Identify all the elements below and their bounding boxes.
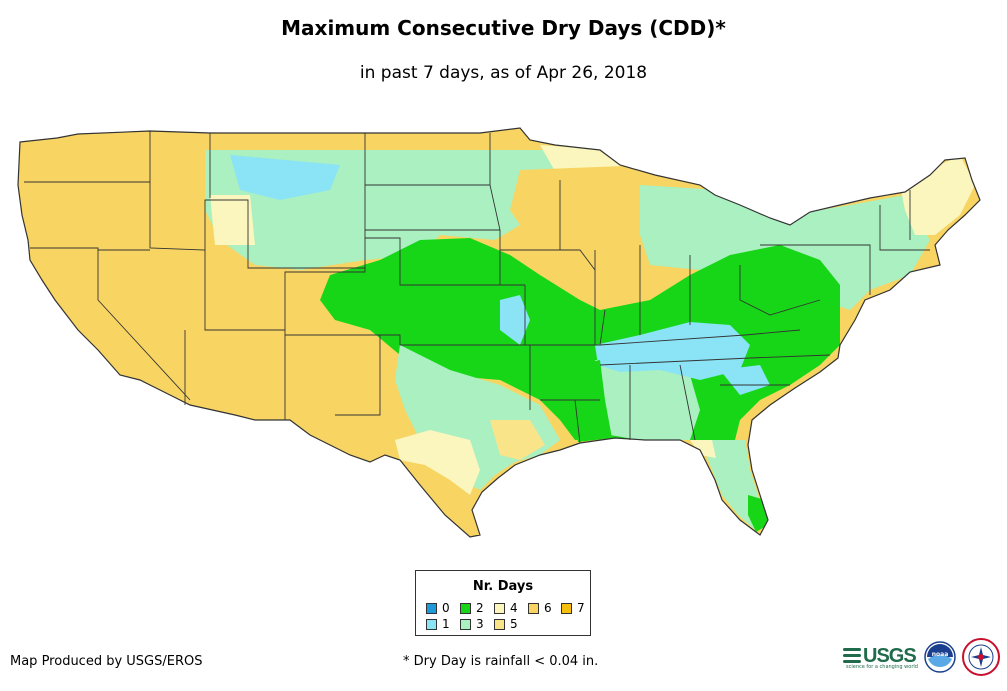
zone-2-days-mississippi bbox=[570, 360, 612, 442]
credit-text: Map Produced by USGS/EROS bbox=[10, 654, 203, 669]
legend-swatch bbox=[494, 618, 505, 630]
usgs-logo: USGS bbox=[843, 641, 919, 671]
usgs-logo-text: USGS bbox=[863, 644, 917, 667]
zone-5-days-texas bbox=[490, 420, 545, 460]
boundary-new-england bbox=[879, 205, 930, 251]
footnote-text: * Dry Day is rainfall < 0.04 in. bbox=[403, 654, 599, 669]
legend-title: Nr. Days bbox=[472, 579, 534, 594]
boundary-tn-ky bbox=[599, 329, 801, 346]
usgs-tagline: science for a changing world bbox=[846, 664, 918, 670]
zone-4-days-panhandle bbox=[690, 440, 716, 458]
legend-label: 5 bbox=[510, 617, 518, 631]
legend-item: 0 bbox=[426, 601, 450, 615]
boundary-pa-ny bbox=[760, 244, 871, 295]
legend-label: 0 bbox=[442, 601, 450, 615]
zone-2-days-central bbox=[320, 238, 840, 440]
legend-swatch bbox=[528, 602, 539, 614]
legend-label: 7 bbox=[577, 601, 585, 615]
boundary-la-ms bbox=[574, 399, 581, 444]
boundary-nm-co bbox=[285, 334, 401, 345]
legend-item: 6 bbox=[528, 601, 552, 615]
boundary-oh-pa-wv bbox=[739, 265, 821, 316]
boundary-id-wy bbox=[204, 199, 365, 269]
boundary-or-ca bbox=[30, 247, 150, 251]
legend-item: 3 bbox=[460, 617, 484, 631]
zone-4-days-new-england bbox=[900, 155, 975, 235]
legend-item: 5 bbox=[494, 617, 518, 631]
legend-label: 4 bbox=[510, 601, 518, 615]
state-boundaries bbox=[24, 131, 930, 444]
legend-label: 3 bbox=[476, 617, 484, 631]
legend-swatch bbox=[494, 602, 505, 614]
zone-1-day-georgia bbox=[720, 365, 770, 395]
noaa-logo-text: noaa bbox=[932, 651, 949, 658]
noaa-logo: noaa bbox=[924, 641, 956, 673]
legend-swatch bbox=[426, 602, 437, 614]
legend-item: 2 bbox=[460, 601, 484, 615]
boundary-mn-dakotas bbox=[489, 133, 501, 285]
legend-swatch bbox=[426, 618, 437, 630]
zone-3-days-alabama bbox=[595, 360, 700, 440]
legend-item: 1 bbox=[426, 617, 450, 631]
dry-day-fill bbox=[18, 128, 980, 537]
legend-swatch bbox=[460, 618, 471, 630]
boundary-west-grid bbox=[149, 131, 525, 331]
us-outline bbox=[17, 127, 981, 538]
legend: Nr. Days 0 1 2 3 4 5 6 7 bbox=[415, 570, 591, 636]
legend-swatch bbox=[460, 602, 471, 614]
boundary-tn-south bbox=[599, 354, 831, 366]
map-title: Maximum Consecutive Dry Days (CDD)* bbox=[281, 16, 726, 40]
boundary-al-ga bbox=[679, 364, 696, 441]
boundary-ia bbox=[500, 249, 596, 271]
zone-1-day-tennessee bbox=[595, 322, 750, 380]
map-subtitle: in past 7 days, as of Apr 26, 2018 bbox=[359, 63, 648, 83]
nws-logo bbox=[962, 638, 1000, 676]
zone-4-days-mt bbox=[210, 195, 255, 245]
legend-item: 7 bbox=[561, 601, 585, 615]
boundary-nm-tx bbox=[335, 335, 381, 416]
legend-swatch bbox=[561, 602, 572, 614]
legend-label: 2 bbox=[476, 601, 484, 615]
legend-label: 6 bbox=[544, 601, 552, 615]
legend-item: 4 bbox=[494, 601, 518, 615]
zone-4-days-texas bbox=[395, 430, 480, 495]
zone-1-day-kansas bbox=[500, 295, 530, 345]
boundary-ca-nv bbox=[97, 250, 191, 401]
usgs-wave-icon bbox=[843, 645, 861, 667]
zone-1-day-montana bbox=[230, 155, 340, 200]
legend-label: 1 bbox=[442, 617, 450, 631]
